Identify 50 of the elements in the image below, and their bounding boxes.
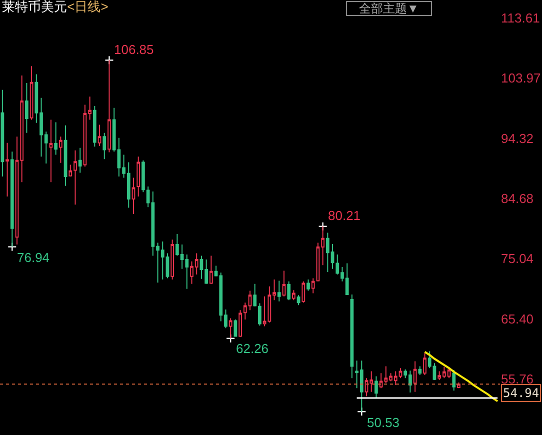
text: 62.26 [236,341,269,356]
candlestick [49,119,53,183]
y-tick-label: 65.40 [501,311,534,326]
candlestick [374,376,378,399]
candlestick [350,294,354,379]
candlestick [54,122,58,156]
candlestick [64,124,68,186]
candlestick [234,318,238,337]
y-tick-label: 94.32 [501,130,534,146]
y-tick-label: 75.04 [501,251,534,266]
y-tick-label: 103.97 [501,70,541,86]
y-tick-label: 84.68 [501,191,534,206]
candlestick [58,136,62,164]
candlestick [170,239,174,280]
text: 106.85 [114,42,154,57]
candlestick [282,270,286,297]
candlestick [30,66,34,120]
candlestick [0,89,4,178]
line-series [424,350,499,402]
text: 全部主题▼ [359,2,419,16]
candlestick [209,255,213,284]
candlestick [452,369,456,392]
text: 76.94 [17,250,50,265]
y-tick-label: 55.76 [501,372,534,387]
candlestick [136,156,140,198]
text: 80.21 [328,208,361,223]
candlestick [296,294,300,306]
candlestick [142,160,145,193]
text: 50.53 [367,415,400,430]
chart-subtitle: <日线> [67,0,108,14]
candlestick [418,366,422,376]
candlestick [413,360,417,392]
candlestick [132,177,136,214]
candlestick [423,352,426,376]
candlestick [292,290,296,301]
candlestick [306,279,310,292]
y-tick-label: 113.61 [501,10,540,26]
candlestick [25,82,28,134]
candlestick [277,280,281,302]
ref-line-label: 54.94 [503,386,540,400]
candlestick [102,132,106,160]
candlestick [302,280,306,304]
candlestick [78,147,82,174]
candlestick [258,302,262,326]
candlestick [457,382,460,388]
candlestick [253,283,257,307]
candlestick [287,280,291,301]
candlestick [6,142,9,198]
candlestick [98,124,102,146]
candlestick [92,106,96,148]
